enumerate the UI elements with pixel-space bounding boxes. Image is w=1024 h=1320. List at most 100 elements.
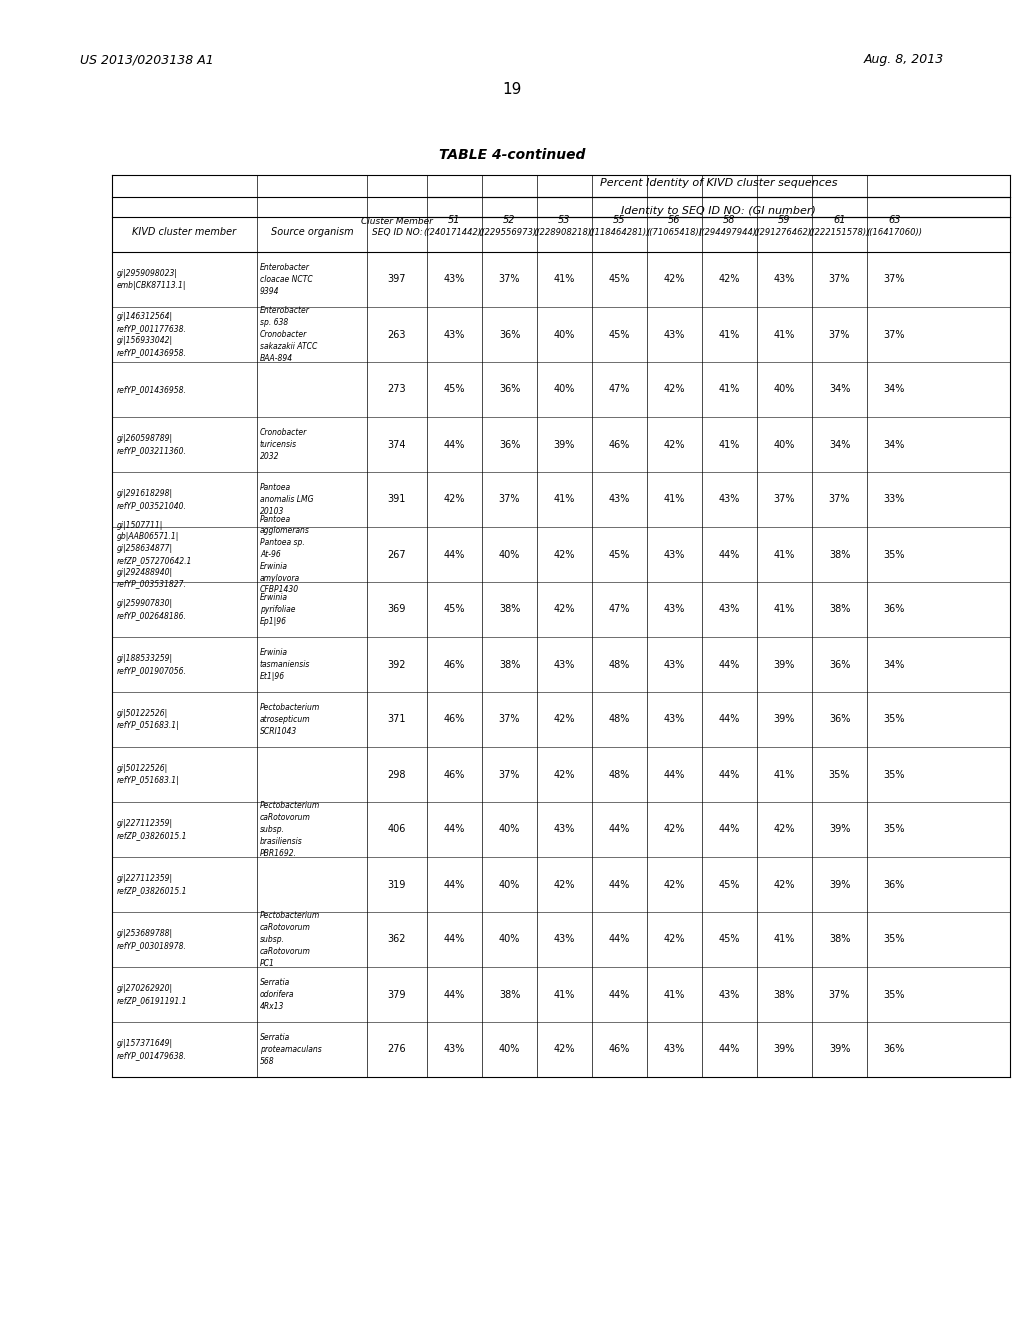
Text: 36%: 36% bbox=[499, 384, 520, 395]
Text: Pantoea
anomalis LMG
20103: Pantoea anomalis LMG 20103 bbox=[260, 483, 313, 516]
Text: 41%: 41% bbox=[664, 495, 685, 504]
Text: 44%: 44% bbox=[609, 935, 630, 945]
Text: 44%: 44% bbox=[443, 990, 465, 999]
Text: 45%: 45% bbox=[608, 549, 630, 560]
Text: 37%: 37% bbox=[884, 330, 905, 339]
Text: 46%: 46% bbox=[609, 1044, 630, 1055]
Text: 34%: 34% bbox=[884, 384, 905, 395]
Text: 42%: 42% bbox=[554, 770, 575, 780]
Text: KIVD cluster member: KIVD cluster member bbox=[132, 227, 237, 238]
Text: 319: 319 bbox=[388, 879, 407, 890]
Text: 43%: 43% bbox=[554, 825, 575, 834]
Text: 45%: 45% bbox=[719, 879, 740, 890]
Text: refYP_001436958.: refYP_001436958. bbox=[117, 385, 186, 393]
Text: gi|146312564|
refYP_001177638.
gi|156933042|
refYP_001436958.: gi|146312564| refYP_001177638. gi|156933… bbox=[117, 313, 186, 356]
Text: 43%: 43% bbox=[664, 1044, 685, 1055]
Text: 42%: 42% bbox=[554, 605, 575, 615]
Text: gi|260598789|
refYP_003211360.: gi|260598789| refYP_003211360. bbox=[117, 434, 186, 455]
Text: 42%: 42% bbox=[554, 714, 575, 725]
Text: 45%: 45% bbox=[443, 605, 465, 615]
Text: 43%: 43% bbox=[774, 275, 796, 285]
Text: ((294497944)): ((294497944)) bbox=[698, 228, 760, 238]
Text: Pectobacterium
caRotovorum
subsp.
caRotovorum
PC1: Pectobacterium caRotovorum subsp. caRoto… bbox=[260, 911, 321, 968]
Text: 41%: 41% bbox=[774, 770, 796, 780]
Text: 44%: 44% bbox=[609, 879, 630, 890]
Text: 43%: 43% bbox=[554, 935, 575, 945]
Text: 38%: 38% bbox=[499, 605, 520, 615]
Text: 406: 406 bbox=[388, 825, 407, 834]
Text: 43%: 43% bbox=[443, 330, 465, 339]
Text: 391: 391 bbox=[388, 495, 407, 504]
Text: 44%: 44% bbox=[443, 825, 465, 834]
Text: 42%: 42% bbox=[664, 825, 685, 834]
Text: gi|227112359|
refZP_03826015.1: gi|227112359| refZP_03826015.1 bbox=[117, 874, 187, 895]
Text: 56: 56 bbox=[669, 215, 681, 224]
Text: Enterobacter
cloacae NCTC
9394: Enterobacter cloacae NCTC 9394 bbox=[260, 263, 312, 296]
Text: 40%: 40% bbox=[499, 549, 520, 560]
Text: 37%: 37% bbox=[828, 990, 850, 999]
Text: 267: 267 bbox=[388, 549, 407, 560]
Text: 44%: 44% bbox=[443, 879, 465, 890]
Text: ((222151578)): ((222151578)) bbox=[809, 228, 870, 238]
Text: 47%: 47% bbox=[608, 384, 630, 395]
Text: 44%: 44% bbox=[443, 935, 465, 945]
Text: 44%: 44% bbox=[719, 1044, 740, 1055]
Text: 63: 63 bbox=[888, 215, 901, 224]
Text: 48%: 48% bbox=[609, 770, 630, 780]
Text: 43%: 43% bbox=[664, 605, 685, 615]
Text: 36%: 36% bbox=[499, 440, 520, 450]
Text: gi|270262920|
refZP_06191191.1: gi|270262920| refZP_06191191.1 bbox=[117, 985, 187, 1005]
Text: 273: 273 bbox=[388, 384, 407, 395]
Text: 40%: 40% bbox=[499, 825, 520, 834]
Text: 37%: 37% bbox=[499, 275, 520, 285]
Text: 45%: 45% bbox=[443, 384, 465, 395]
Text: 40%: 40% bbox=[499, 879, 520, 890]
Text: 43%: 43% bbox=[719, 495, 740, 504]
Text: 371: 371 bbox=[388, 714, 407, 725]
Text: ((240171442)): ((240171442)) bbox=[424, 228, 485, 238]
Text: 35%: 35% bbox=[884, 825, 905, 834]
Text: 276: 276 bbox=[388, 1044, 407, 1055]
Text: 48%: 48% bbox=[609, 714, 630, 725]
Text: 44%: 44% bbox=[664, 770, 685, 780]
Text: 44%: 44% bbox=[719, 825, 740, 834]
Text: 42%: 42% bbox=[664, 440, 685, 450]
Text: 41%: 41% bbox=[664, 990, 685, 999]
Text: Pectobacterium
caRotovorum
subsp.
brasiliensis
PBR1692.: Pectobacterium caRotovorum subsp. brasil… bbox=[260, 801, 321, 858]
Text: 41%: 41% bbox=[774, 935, 796, 945]
Text: 40%: 40% bbox=[554, 330, 575, 339]
Text: 42%: 42% bbox=[664, 275, 685, 285]
Text: 51: 51 bbox=[449, 215, 461, 224]
Text: 43%: 43% bbox=[443, 1044, 465, 1055]
Text: 362: 362 bbox=[388, 935, 407, 945]
Text: ((71065418)): ((71065418)) bbox=[646, 228, 702, 238]
Text: 37%: 37% bbox=[828, 330, 850, 339]
Text: 34%: 34% bbox=[884, 440, 905, 450]
Text: gi|253689788|
refYP_003018978.: gi|253689788| refYP_003018978. bbox=[117, 929, 186, 950]
Text: 42%: 42% bbox=[719, 275, 740, 285]
Text: ((229556973)): ((229556973)) bbox=[479, 228, 541, 238]
Text: 46%: 46% bbox=[443, 660, 465, 669]
Text: gi|188533259|
refYP_001907056.: gi|188533259| refYP_001907056. bbox=[117, 655, 186, 675]
Text: 43%: 43% bbox=[664, 330, 685, 339]
Text: gi|227112359|
refZP_03826015.1: gi|227112359| refZP_03826015.1 bbox=[117, 820, 187, 840]
Text: 42%: 42% bbox=[664, 879, 685, 890]
Text: 53: 53 bbox=[558, 215, 570, 224]
Text: gi|157371649|
refYP_001479638.: gi|157371649| refYP_001479638. bbox=[117, 1039, 186, 1060]
Text: 43%: 43% bbox=[554, 660, 575, 669]
Text: 33%: 33% bbox=[884, 495, 905, 504]
Text: 37%: 37% bbox=[774, 495, 796, 504]
Text: 44%: 44% bbox=[719, 714, 740, 725]
Text: Identity to SEQ ID NO: (GI number): Identity to SEQ ID NO: (GI number) bbox=[622, 206, 816, 216]
Text: 40%: 40% bbox=[499, 935, 520, 945]
Text: 298: 298 bbox=[388, 770, 407, 780]
Text: 55: 55 bbox=[613, 215, 626, 224]
Text: 36%: 36% bbox=[884, 605, 905, 615]
Text: 52: 52 bbox=[503, 215, 516, 224]
Text: 37%: 37% bbox=[499, 770, 520, 780]
Text: 44%: 44% bbox=[719, 770, 740, 780]
Text: 58: 58 bbox=[723, 215, 736, 224]
Text: 44%: 44% bbox=[719, 660, 740, 669]
Text: Erwinia
pyrifoliae
Ep1|96: Erwinia pyrifoliae Ep1|96 bbox=[260, 593, 296, 626]
Text: 42%: 42% bbox=[554, 549, 575, 560]
